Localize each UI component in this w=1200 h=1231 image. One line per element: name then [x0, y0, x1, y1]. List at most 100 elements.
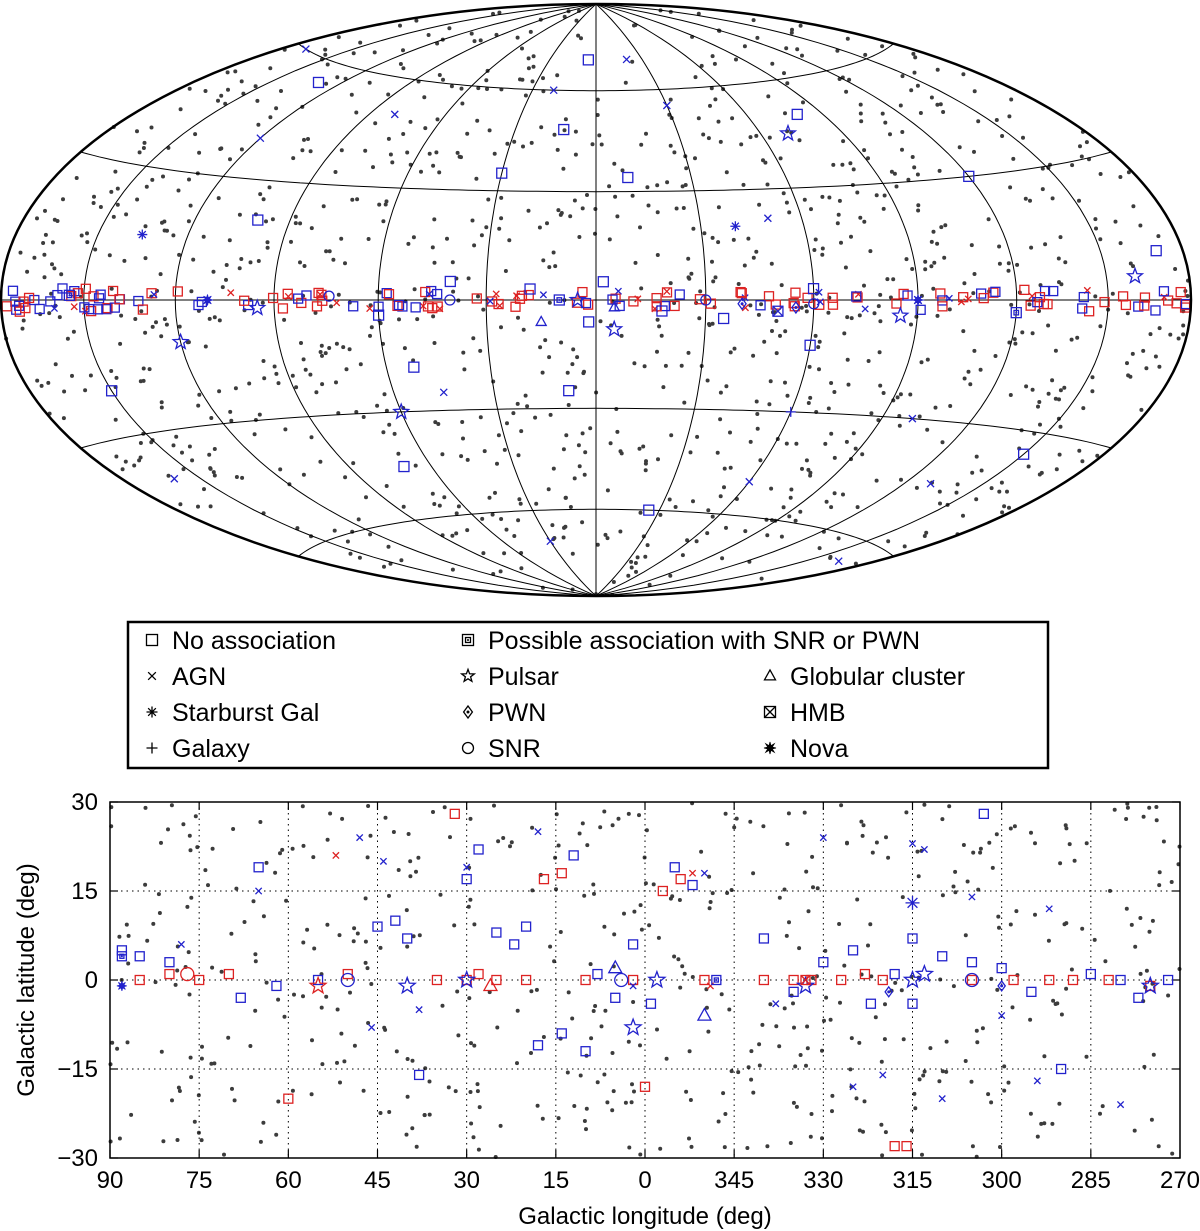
unassociated-source-dot — [732, 825, 737, 830]
unassociated-source-dot — [484, 78, 489, 83]
unassociated-source-dot — [961, 329, 966, 334]
unassociated-source-dot — [1057, 397, 1061, 402]
plane-source-marker — [383, 289, 395, 300]
unassociated-source-dot — [301, 357, 306, 362]
unassociated-source-dot — [306, 137, 310, 141]
plane-source-marker — [392, 300, 403, 312]
none-marker — [966, 974, 978, 986]
unassociated-source-dot — [1181, 332, 1186, 337]
unassociated-source-dot — [710, 514, 715, 519]
unassociated-source-dot — [265, 240, 270, 245]
unassociated-source-dot — [25, 269, 30, 274]
none-marker — [134, 951, 145, 962]
unassociated-source-dot — [842, 331, 847, 336]
agn-marker — [390, 110, 399, 119]
unassociated-source-dot — [396, 868, 401, 872]
unassociated-source-dot — [203, 344, 208, 349]
unassociated-source-dot — [900, 895, 905, 900]
unassociated-source-dot — [842, 963, 847, 968]
unassociated-source-dot — [339, 1031, 344, 1036]
unassociated-source-dot — [770, 61, 775, 66]
unassociated-source-dot — [537, 225, 542, 230]
plane-source-marker — [1175, 286, 1186, 298]
unassociated-source-dot — [118, 341, 123, 346]
plane-source-marker — [79, 302, 90, 313]
unassociated-source-dot — [199, 1138, 204, 1143]
unassociated-source-dot — [1095, 453, 1100, 458]
unassociated-source-dot — [888, 132, 892, 137]
none-marker — [105, 385, 118, 397]
pulsar-marker — [778, 123, 798, 142]
unassociated-source-dot — [643, 554, 648, 559]
unassociated-source-dot — [866, 156, 870, 161]
unassociated-source-dot — [1028, 198, 1032, 203]
unassociated-source-dot — [331, 257, 336, 262]
unassociated-source-dot — [432, 341, 437, 345]
unassociated-source-dot — [530, 79, 535, 84]
unassociated-source-dot — [298, 221, 303, 226]
unassociated-source-dot — [639, 927, 644, 932]
unassociated-source-dot — [558, 1036, 563, 1041]
unassociated-source-dot — [811, 885, 815, 890]
unassociated-source-dot — [787, 210, 792, 215]
unassociated-source-dot — [951, 984, 956, 989]
unassociated-source-dot — [175, 968, 180, 973]
agn-marker — [772, 1000, 780, 1008]
agn-marker — [926, 479, 935, 488]
unassociated-source-dot — [639, 286, 644, 291]
unassociated-source-dot — [705, 531, 710, 536]
unassociated-source-dot — [314, 390, 319, 395]
unassociated-source-dot — [706, 508, 711, 513]
unassociated-source-dot — [363, 960, 368, 965]
unassociated-source-dot — [206, 883, 210, 888]
starburst-marker — [905, 895, 920, 910]
unassociated-source-dot — [751, 255, 756, 260]
unassociated-source-dot — [550, 523, 555, 528]
unassociated-source-dot — [323, 52, 328, 57]
unassociated-source-dot — [630, 59, 635, 64]
unassociated-source-dot — [123, 459, 128, 464]
none-marker — [791, 108, 803, 121]
legend-symbol-galaxy — [146, 742, 158, 754]
unassociated-source-dot — [189, 289, 194, 294]
unassociated-source-dot — [1108, 888, 1112, 893]
unassociated-source-dot — [482, 449, 487, 454]
unassociated-source-dot — [824, 995, 829, 1000]
unassociated-source-dot — [381, 430, 386, 435]
unassociated-source-dot — [149, 440, 154, 445]
unassociated-source-dot — [788, 1141, 793, 1145]
none-marker — [235, 992, 246, 1003]
unassociated-source-dot — [336, 35, 341, 40]
unassociated-source-dot — [468, 897, 473, 902]
unassociated-source-dot — [861, 823, 866, 828]
unassociated-source-dot — [881, 206, 886, 211]
unassociated-source-dot — [1141, 348, 1146, 353]
unassociated-source-dot — [212, 315, 217, 320]
strip-grid — [109, 801, 1181, 1159]
unassociated-source-dot — [405, 1057, 410, 1061]
unassociated-source-dot — [555, 73, 560, 78]
unassociated-source-dot — [52, 217, 57, 222]
unassociated-source-dot — [472, 922, 477, 927]
unassociated-source-dot — [846, 382, 851, 387]
none-marker — [431, 974, 443, 986]
none-marker — [524, 283, 536, 295]
unassociated-source-dot — [1014, 909, 1019, 914]
unassociated-source-dot — [484, 225, 489, 230]
unassociated-source-dot — [98, 205, 103, 209]
unassociated-source-dot — [783, 329, 788, 334]
unassociated-source-dot — [765, 182, 770, 187]
unassociated-source-dot — [21, 318, 26, 323]
plane-source-marker — [651, 292, 662, 304]
unassociated-source-dot — [1081, 406, 1086, 411]
unassociated-source-dot — [553, 264, 558, 269]
unassociated-source-dot — [320, 382, 325, 387]
unassociated-source-dot — [199, 1056, 204, 1061]
unassociated-source-dot — [751, 1090, 756, 1095]
unassociated-source-dot — [471, 1135, 476, 1140]
unassociated-source-dot — [132, 463, 137, 468]
agn-marker — [177, 940, 185, 949]
unassociated-source-dot — [208, 504, 213, 509]
unassociated-source-dot — [879, 1059, 884, 1064]
